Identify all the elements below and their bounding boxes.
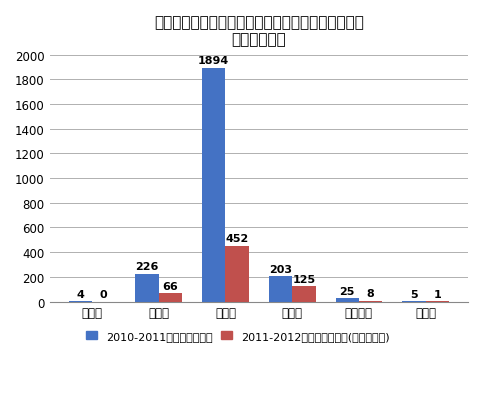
Text: 452: 452: [226, 234, 249, 244]
Text: 1: 1: [433, 290, 441, 300]
Bar: [402, 301, 426, 302]
Bar: [336, 299, 359, 302]
Title: 都内学校などにおけるインフルエンザ様疾患による
臨時休業報告: 都内学校などにおけるインフルエンザ様疾患による 臨時休業報告: [154, 15, 364, 47]
Bar: [135, 274, 159, 302]
Text: 8: 8: [367, 289, 374, 299]
Bar: [269, 277, 292, 302]
Text: 0: 0: [100, 290, 108, 300]
Text: 4: 4: [76, 289, 84, 299]
Text: 5: 5: [410, 289, 418, 299]
Legend: 2010-2011年シーズン累計, 2011-2012年シーズン累計(現時点まで): 2010-2011年シーズン累計, 2011-2012年シーズン累計(現時点まで…: [81, 326, 395, 346]
Text: 1894: 1894: [198, 56, 229, 66]
Bar: [202, 69, 226, 302]
Bar: [292, 286, 315, 302]
Text: 125: 125: [292, 274, 315, 284]
Text: 203: 203: [269, 265, 292, 275]
Text: 25: 25: [340, 286, 355, 296]
Bar: [226, 246, 249, 302]
Bar: [69, 301, 92, 302]
Bar: [159, 294, 182, 302]
Text: 66: 66: [162, 282, 178, 292]
Bar: [359, 301, 382, 302]
Text: 226: 226: [135, 262, 159, 272]
